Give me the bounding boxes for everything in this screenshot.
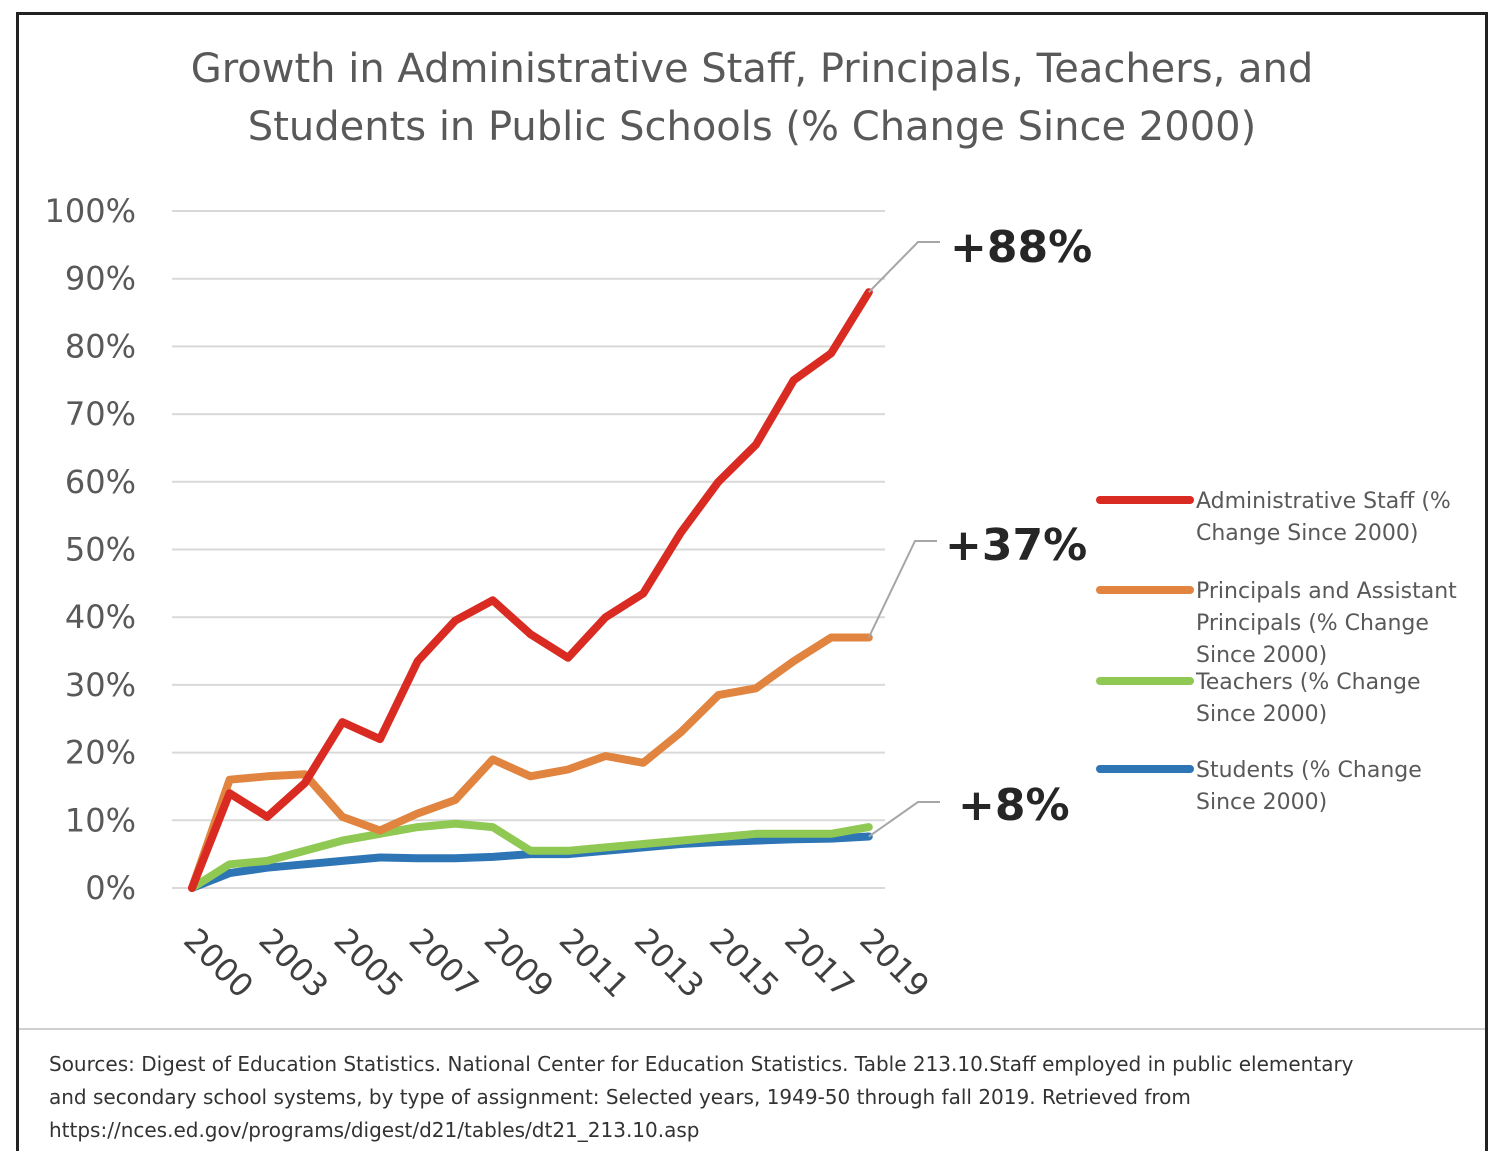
legend: Administrative Staff (% Change Since 2000… [1096,489,1457,815]
legend-label: Students (% Change Since 2000) [1196,758,1422,815]
y-tick-label: 70% [65,395,136,433]
legend-label-line: Principals and Assistant [1196,579,1457,604]
callout-leader [867,540,937,638]
legend-label-line: Students (% Change [1196,758,1422,783]
y-tick-label: 40% [65,598,136,636]
callout-label: +37% [945,520,1087,571]
callout-label: +8% [958,780,1070,831]
y-tick-label: 20% [65,734,136,772]
chart-frame [16,12,1488,1151]
series-line [188,288,873,892]
legend-label: Administrative Staff (% Change Since 2000… [1196,489,1451,546]
legend-label: Teachers (% Change Since 2000) [1195,670,1421,727]
x-tick-label: 2007 [402,921,486,1005]
x-tick-label: 2003 [251,921,335,1005]
x-tick-label: 2015 [702,921,786,1005]
x-tick-label: 2019 [852,921,936,1005]
callout-label: +88% [950,222,1092,273]
chart-title-line: Students in Public Schools (% Change Sin… [248,104,1256,150]
callout-leader [868,801,940,838]
y-tick-label: 100% [45,192,136,230]
legend-label-line: Since 2000) [1196,702,1327,727]
source-line: and secondary school systems, by type of… [49,1085,1191,1109]
y-tick-label: 80% [65,327,136,365]
x-tick-label: 2013 [627,921,711,1005]
legend-label-line: Administrative Staff (% [1196,489,1451,514]
x-tick-label: 2009 [477,921,561,1005]
y-tick-label: 60% [65,463,136,501]
y-tick-label: 10% [65,801,136,839]
series-line [188,832,873,892]
x-tick-label: 2000 [176,921,260,1005]
legend-label: Principals and Assistant Principals (% Ch… [1196,579,1457,668]
x-tick-label: 2005 [327,921,411,1005]
source-line: Sources: Digest of Education Statistics.… [49,1052,1354,1076]
gridlines [172,210,885,889]
y-axis-ticks: 0% 10% 20% 30% 40% 50% 60% 70% 80% 90% 100% [45,192,136,907]
chart-title-line: Growth in Administrative Staff, Principa… [191,46,1314,92]
legend-label-line: Since 2000) [1196,643,1327,668]
series-line [188,633,873,892]
chart-title: Growth in Administrative Staff, Principa… [191,46,1314,150]
callout-leader [868,241,940,293]
legend-label-line: Change Since 2000) [1196,521,1418,546]
y-tick-label: 50% [65,531,136,569]
legend-label-line: Since 2000) [1196,790,1327,815]
source-note: Sources: Digest of Education Statistics.… [19,1028,1485,1151]
series-line [188,819,873,892]
y-tick-label: 90% [65,260,136,298]
legend-label-line: Teachers (% Change [1195,670,1421,695]
y-tick-label: 30% [65,666,136,704]
callouts: +88% +37% +8% [867,222,1092,838]
line-chart: Growth in Administrative Staff, Principa… [45,46,1458,1005]
x-tick-label: 2011 [552,921,636,1005]
source-line: https://nces.ed.gov/programs/digest/d21/… [49,1118,700,1142]
y-tick-label: 0% [85,869,136,907]
series-lines [188,288,873,892]
legend-label-line: Principals (% Change [1196,611,1429,636]
x-tick-label: 2017 [777,921,861,1005]
